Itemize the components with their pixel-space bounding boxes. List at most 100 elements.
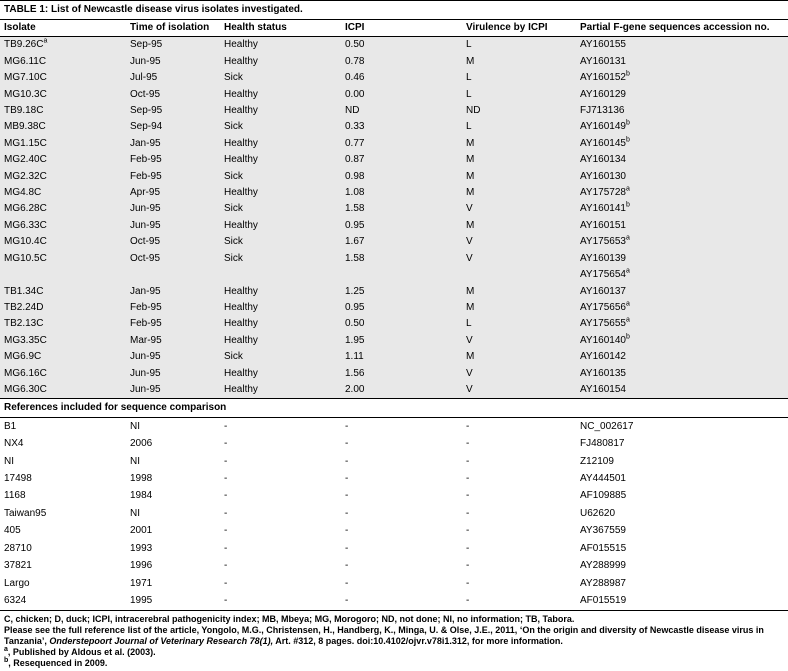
table-cell-health: Sick <box>224 72 243 84</box>
table-cell-icpi: - <box>345 525 349 537</box>
table-cell-isolate: MG6.11C <box>4 55 47 67</box>
footnote-abbreviations: C, chicken; D, duck; ICPI, intracerebral… <box>4 613 575 624</box>
table-cell-health: Sick <box>224 236 243 248</box>
superscript-marker: b <box>625 333 630 341</box>
table-cell-icpi: 0.77 <box>345 137 365 149</box>
table-cell-icpi: ND <box>345 105 360 117</box>
table-cell-accession: AY175656a <box>580 300 630 313</box>
table-row: MG10.3C Oct-95 Healthy 0.00 L AY160129 <box>0 87 788 103</box>
citation-text-suffix: Art. #312, 8 pages. doi:10.4102/ojvr.v78… <box>273 635 563 646</box>
table-row: MG4.8C Apr-95 Healthy 1.08 M AY175728a <box>0 185 788 201</box>
table-cell-isolate: MG6.16C <box>4 367 47 379</box>
table-row: MG6.30C Jun-95 Healthy 2.00 V AY160154 <box>0 382 788 398</box>
superscript-marker: b <box>625 136 630 144</box>
table-row: 17498 1998 - - - AY444501 <box>0 471 788 488</box>
table-cell-isolate: 37821 <box>4 560 32 572</box>
footnote-a-text: , Published by Aldous et al. (2003). <box>7 646 156 657</box>
table-cell-isolate: 17498 <box>4 473 32 485</box>
table-row: MB9.38C Sep-94 Sick 0.33 L AY160149b <box>0 119 788 135</box>
table-cell-time: Jun-95 <box>130 383 161 395</box>
column-header-health-status: Health status <box>224 22 287 33</box>
table-cell-accession: AY288999 <box>580 560 626 572</box>
table-cell-time: 1995 <box>130 594 153 606</box>
table-cell-accession: U62620 <box>580 507 616 519</box>
table-row: 1168 1984 - - - AF109885 <box>0 488 788 505</box>
superscript-marker: a <box>625 185 630 193</box>
table-row: MG2.32C Feb-95 Sick 0.98 M AY160130 <box>0 169 788 185</box>
table-cell-isolate: NI <box>4 455 14 467</box>
table-cell-accession: AY160142 <box>580 351 626 363</box>
table-cell-icpi: 0.00 <box>345 88 365 100</box>
table-cell-isolate: NX4 <box>4 438 24 450</box>
table-cell-accession: AY160139 <box>580 252 626 264</box>
table-cell-time: Jun-95 <box>130 367 161 379</box>
table-cell-virulence: L <box>466 88 472 100</box>
table-cell-virulence: M <box>466 351 475 363</box>
table-cell-time: Jun-95 <box>130 219 161 231</box>
table-cell-isolate: TB9.18C <box>4 105 44 117</box>
table-cell-accession: FJ713136 <box>580 105 625 117</box>
table-cell-isolate: MB9.38C <box>4 121 46 133</box>
table-cell-accession: AY160131 <box>580 55 626 67</box>
table-cell-health: - <box>224 420 228 432</box>
table-cell-accession: FJ480817 <box>580 438 625 450</box>
table-row: MG6.16C Jun-95 Healthy 1.56 V AY160135 <box>0 366 788 382</box>
table-cell-isolate: 405 <box>4 525 21 537</box>
footnote-b: b, Resequenced in 2009. <box>4 657 784 669</box>
citation-journal-name: Onderstepoort Journal of Veterinary Rese… <box>49 635 274 646</box>
table-cell-accession: AY160145b <box>580 136 630 149</box>
table-row: 405 2001 - - - AY367559 <box>0 523 788 540</box>
table-cell-virulence: V <box>466 236 473 248</box>
table-cell-virulence: - <box>466 542 470 554</box>
table-cell-time: Oct-95 <box>130 236 161 248</box>
table-cell-virulence: - <box>466 577 470 589</box>
table-cell-isolate: MG3.35C <box>4 334 47 346</box>
table-cell-accession: AY175653a <box>580 234 630 248</box>
table-row: MG1.15C Jan-95 Healthy 0.77 M AY160145b <box>0 136 788 152</box>
footnote-b-text: , Resequenced in 2009. <box>8 657 108 668</box>
table-cell-time: Feb-95 <box>130 318 162 330</box>
references-section: B1 NI - - - NC_002617 NX4 2006 - - - FJ480817 NI NI - -… <box>0 418 788 611</box>
table-cell-icpi: 0.50 <box>345 318 365 330</box>
footnote-a-marker: a <box>4 645 8 653</box>
table-cell-icpi: 0.78 <box>345 55 365 67</box>
table-cell-icpi: - <box>345 542 349 554</box>
table-cell-accession: AY160141b <box>580 202 630 215</box>
table-row: MG3.35C Mar-95 Healthy 1.95 V AY160140b <box>0 333 788 349</box>
superscript-marker: a <box>625 234 630 242</box>
table-cell-virulence: L <box>466 121 472 133</box>
table-cell-time: 1998 <box>130 473 153 485</box>
table-row: TB2.24D Feb-95 Healthy 0.95 M AY175656a <box>0 300 788 316</box>
table-cell-virulence: V <box>466 252 473 264</box>
table-row: Largo 1971 - - - AY288987 <box>0 575 788 592</box>
table-cell-accession: AY288987 <box>580 577 626 589</box>
table-cell-time: Feb-95 <box>130 301 162 313</box>
table-cell-accession: AY160154 <box>580 383 626 395</box>
table-cell-virulence: V <box>466 334 473 346</box>
table-row: NX4 2006 - - - FJ480817 <box>0 436 788 453</box>
table-cell-isolate: MG6.33C <box>4 219 47 231</box>
table-title: TABLE 1: List of Newcastle disease virus… <box>0 0 788 20</box>
table-cell-time: 2001 <box>130 525 153 537</box>
table-cell-isolate: 1168 <box>4 490 26 502</box>
table-cell-virulence: M <box>466 219 475 231</box>
table-cell-accession: AY444501 <box>580 473 626 485</box>
table-cell-virulence: M <box>466 154 475 166</box>
table-cell-icpi: 1.56 <box>345 367 365 379</box>
table-cell-health: - <box>224 507 228 519</box>
table-cell-virulence: M <box>466 170 475 182</box>
table-cell-time: NI <box>130 507 140 519</box>
table-cell-health: Healthy <box>224 154 258 166</box>
table-cell-icpi: 0.87 <box>345 154 365 166</box>
column-header-icpi: ICPI <box>345 22 365 33</box>
table-cell-isolate: TB9.26Ca <box>4 38 48 51</box>
table-cell-health: Sick <box>224 121 243 133</box>
table-cell-time: Sep-95 <box>130 105 163 117</box>
table-cell-isolate: 6324 <box>4 594 27 606</box>
table-header-row: Isolate Time of isolation Health status … <box>0 20 788 38</box>
table-cell-time: 1971 <box>130 577 153 589</box>
table-cell-virulence: - <box>466 507 470 519</box>
footnote-citation: Please see the full reference list of th… <box>4 625 784 647</box>
table-cell-health: Healthy <box>224 367 258 379</box>
table-cell-virulence: - <box>466 438 470 450</box>
